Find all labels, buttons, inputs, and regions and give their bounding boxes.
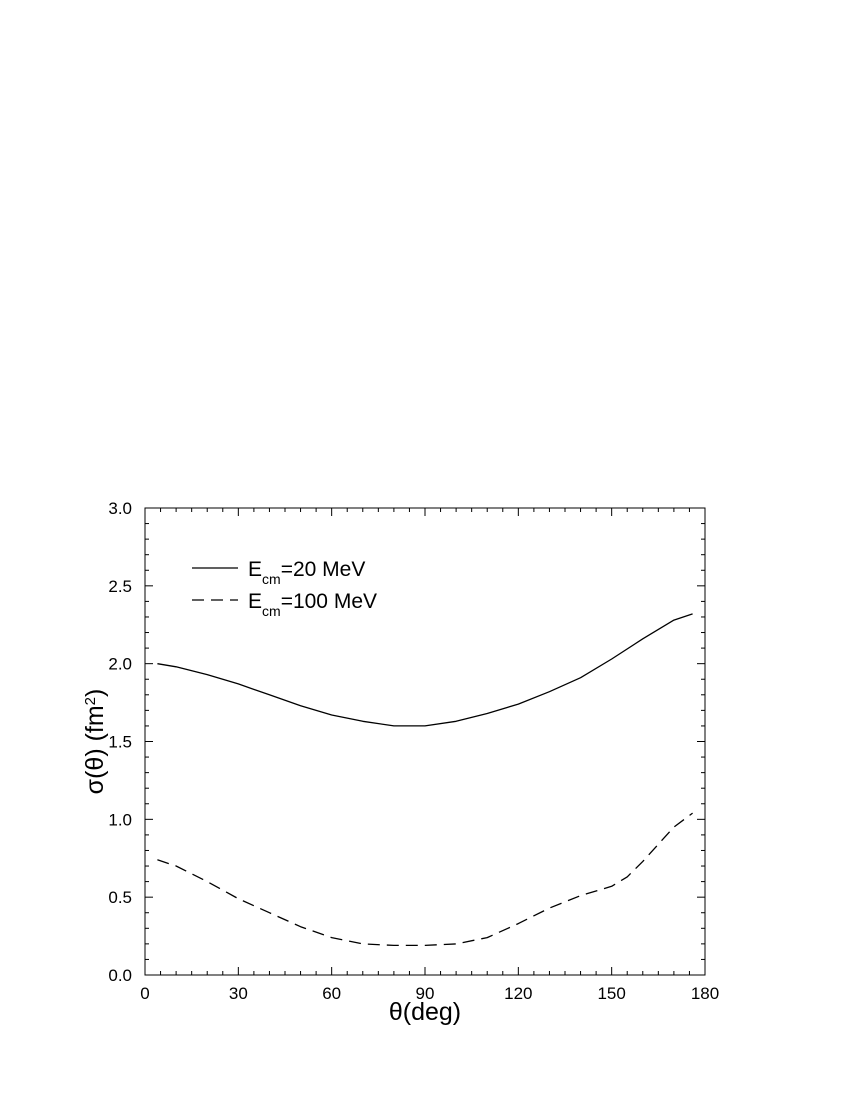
series-layer	[157, 613, 693, 947]
ticks-layer	[144, 507, 706, 976]
y-tick-label: 1.0	[108, 810, 132, 829]
tick-labels-layer: 0 30 60 90 120 150 180 0.0 0.5 1.0 1.5 2.0 2.5 3.0	[108, 499, 719, 1003]
y-axis-title-close: )	[81, 689, 109, 697]
x-tick-label: 150	[597, 984, 625, 1003]
series-line-ecm-20	[157, 613, 693, 727]
x-tick-label: 120	[504, 984, 532, 1003]
y-axis-title-main: σ(θ) (fm	[81, 705, 109, 794]
y-axis-title-sup: 2	[82, 697, 99, 705]
y-tick-label: 2.0	[108, 655, 132, 674]
y-axis-title: σ(θ) (fm2)	[81, 689, 109, 795]
x-tick-label: 180	[691, 984, 719, 1003]
x-tick-label: 90	[416, 984, 435, 1003]
plot-frame	[144, 507, 706, 976]
legend: Ecm=20 MeV Ecm=100 MeV	[192, 558, 377, 619]
series-line-ecm-100	[157, 812, 693, 947]
y-tick-label: 0.0	[108, 966, 132, 985]
y-tick-label: 1.5	[108, 733, 132, 752]
y-tick-label: 0.5	[108, 888, 132, 907]
legend-label-ecm-100: Ecm=100 MeV	[248, 590, 377, 619]
x-tick-label: 60	[322, 984, 341, 1003]
x-tick-label: 30	[229, 984, 248, 1003]
y-tick-label: 2.5	[108, 577, 132, 596]
y-tick-label: 3.0	[108, 499, 132, 518]
x-tick-label: 0	[140, 984, 149, 1003]
legend-label-ecm-20: Ecm=20 MeV	[248, 558, 365, 587]
x-axis-title: θ(deg)	[389, 998, 461, 1026]
